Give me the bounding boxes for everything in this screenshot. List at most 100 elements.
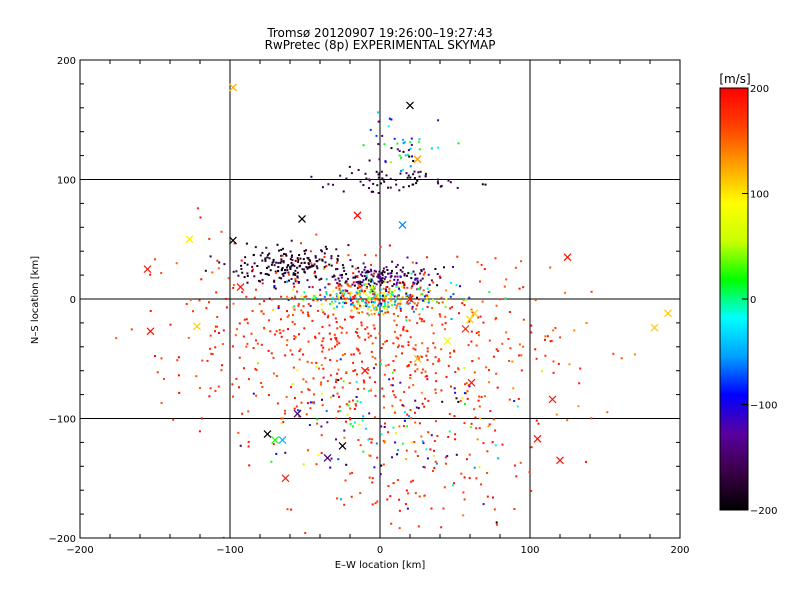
data-point bbox=[225, 306, 228, 309]
data-point bbox=[349, 407, 352, 410]
data-point bbox=[410, 137, 413, 140]
data-point bbox=[340, 498, 342, 501]
data-point bbox=[375, 308, 378, 311]
data-point bbox=[365, 305, 368, 308]
data-point bbox=[352, 295, 355, 298]
data-point bbox=[394, 289, 397, 292]
data-point bbox=[395, 298, 397, 301]
data-point bbox=[420, 269, 423, 271]
data-point bbox=[383, 373, 386, 376]
data-point bbox=[340, 331, 343, 334]
data-point bbox=[305, 249, 308, 252]
data-point bbox=[115, 337, 118, 340]
data-point bbox=[311, 296, 314, 299]
data-point bbox=[284, 412, 286, 415]
data-point bbox=[445, 289, 448, 292]
data-point bbox=[380, 362, 382, 365]
data-point bbox=[370, 298, 373, 301]
data-point bbox=[330, 338, 333, 341]
data-point bbox=[264, 259, 267, 262]
data-point bbox=[270, 263, 273, 266]
data-point bbox=[254, 367, 257, 370]
data-point bbox=[251, 310, 254, 312]
data-point bbox=[296, 266, 299, 269]
data-point bbox=[221, 364, 223, 367]
data-point bbox=[382, 439, 385, 442]
data-point bbox=[354, 421, 356, 424]
data-point bbox=[299, 264, 302, 267]
data-point bbox=[433, 449, 435, 452]
data-point bbox=[336, 340, 339, 343]
data-point bbox=[408, 185, 410, 188]
data-point bbox=[377, 280, 380, 283]
data-point bbox=[439, 315, 442, 318]
data-point bbox=[495, 521, 498, 524]
data-point bbox=[253, 275, 256, 278]
data-point bbox=[352, 361, 355, 364]
data-point bbox=[290, 386, 293, 389]
data-point bbox=[290, 265, 293, 268]
data-point bbox=[160, 272, 163, 274]
data-point bbox=[337, 458, 340, 461]
data-point bbox=[535, 357, 538, 360]
data-point bbox=[384, 440, 387, 443]
data-point bbox=[391, 293, 394, 296]
data-point bbox=[371, 477, 374, 480]
data-point bbox=[390, 161, 393, 164]
data-point bbox=[369, 128, 372, 131]
data-point bbox=[320, 344, 323, 347]
data-point bbox=[463, 304, 466, 306]
data-point bbox=[220, 369, 223, 372]
data-point bbox=[331, 275, 334, 278]
data-point bbox=[482, 503, 485, 506]
data-point bbox=[465, 458, 468, 461]
data-point bbox=[357, 169, 360, 171]
data-point bbox=[376, 456, 379, 459]
data-point bbox=[424, 397, 427, 400]
data-point bbox=[412, 270, 415, 273]
data-point bbox=[414, 411, 416, 414]
data-point bbox=[315, 260, 318, 262]
data-point bbox=[321, 404, 324, 407]
data-point bbox=[260, 343, 263, 346]
data-point bbox=[260, 382, 263, 384]
data-point bbox=[323, 252, 326, 255]
data-point bbox=[499, 298, 502, 301]
data-point bbox=[475, 477, 478, 480]
data-point bbox=[407, 492, 410, 495]
data-point bbox=[461, 396, 464, 399]
data-point bbox=[367, 368, 370, 371]
data-point bbox=[318, 332, 321, 335]
data-point bbox=[514, 464, 516, 467]
data-point bbox=[275, 261, 278, 264]
data-point bbox=[454, 433, 457, 436]
data-point bbox=[271, 261, 274, 264]
data-point bbox=[371, 438, 374, 441]
data-point bbox=[371, 355, 374, 358]
data-point bbox=[456, 186, 459, 189]
data-point bbox=[381, 279, 383, 282]
data-point bbox=[372, 182, 375, 185]
data-point bbox=[416, 277, 419, 280]
data-point bbox=[475, 332, 478, 334]
data-point bbox=[391, 290, 394, 293]
data-point bbox=[474, 416, 477, 419]
data-point bbox=[298, 333, 300, 336]
data-point bbox=[396, 278, 399, 281]
data-point bbox=[252, 347, 255, 349]
data-point bbox=[362, 184, 365, 187]
data-point bbox=[320, 298, 322, 301]
data-point bbox=[409, 361, 412, 364]
data-point bbox=[240, 259, 243, 262]
data-point bbox=[414, 273, 417, 276]
data-point bbox=[379, 358, 382, 361]
data-point bbox=[335, 337, 338, 339]
data-point bbox=[403, 286, 406, 289]
data-point bbox=[307, 303, 310, 305]
data-point bbox=[406, 330, 409, 333]
data-point bbox=[416, 355, 419, 358]
data-point bbox=[501, 443, 504, 446]
data-point bbox=[392, 377, 395, 380]
data-point bbox=[355, 307, 358, 310]
data-point bbox=[455, 284, 458, 286]
